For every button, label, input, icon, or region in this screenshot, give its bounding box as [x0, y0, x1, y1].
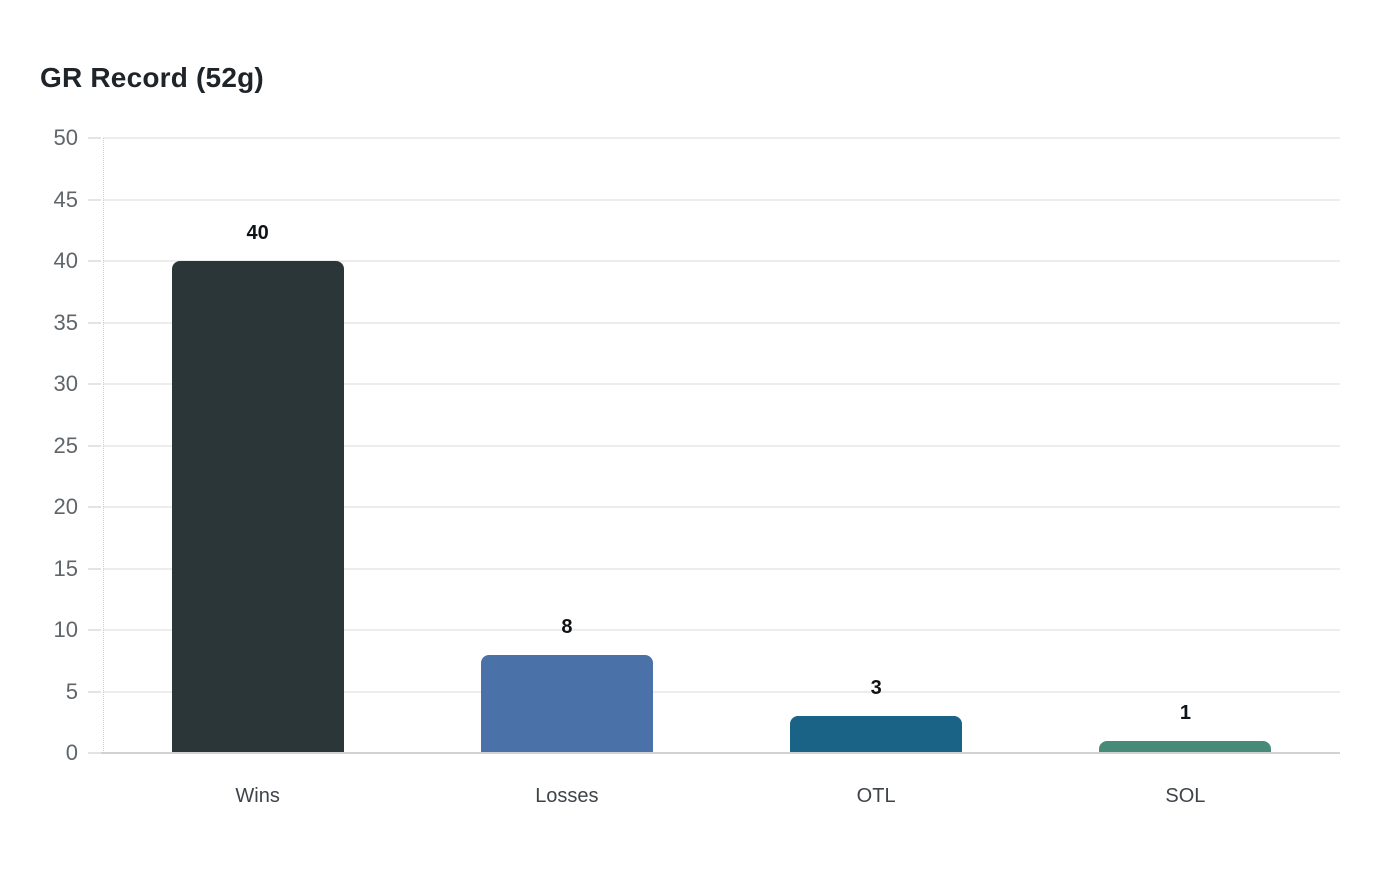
- y-axis-label: 10: [53, 617, 78, 642]
- bar-sol: [1099, 740, 1272, 752]
- y-axis-label: 25: [53, 432, 78, 458]
- x-axis-category-label: Wins: [235, 785, 280, 807]
- y-axis-label: 15: [53, 555, 78, 581]
- bar-wins: [171, 261, 344, 752]
- y-axis-dotted-line: [103, 138, 104, 753]
- x-axis-category-label: SOL: [1165, 785, 1206, 807]
- bar-otl: [790, 716, 963, 752]
- y-axis-tick: [88, 506, 101, 508]
- gridline: [103, 321, 1340, 324]
- gridline: [103, 383, 1340, 385]
- gridline: [103, 690, 1340, 693]
- bar-value-label: 40: [246, 222, 269, 244]
- y-axis-tick: [88, 383, 101, 385]
- y-axis-label: 35: [53, 309, 78, 335]
- y-axis-label: 30: [53, 371, 78, 396]
- y-axis-tick: [88, 629, 101, 631]
- y-axis-tick: [88, 690, 101, 693]
- y-axis-tick: [88, 198, 101, 201]
- gridline: [103, 629, 1340, 631]
- gridline: [103, 137, 1340, 139]
- x-axis-category-label: Losses: [535, 785, 599, 807]
- y-axis-tick: [88, 752, 101, 754]
- y-axis-label: 50: [53, 125, 78, 150]
- gridline: [103, 567, 1340, 570]
- y-axis-label: 20: [53, 494, 78, 519]
- y-axis-tick: [88, 567, 101, 570]
- y-axis-tick: [88, 137, 101, 139]
- y-axis-label: 0: [65, 740, 78, 765]
- y-axis-label: 40: [53, 248, 78, 273]
- y-axis-label: 5: [65, 678, 78, 704]
- y-axis-tick: [88, 260, 101, 262]
- y-axis-tick: [88, 444, 101, 447]
- y-axis-tick: [88, 321, 101, 324]
- gridline: [103, 198, 1340, 201]
- bar-value-label: 8: [561, 615, 573, 638]
- bar-losses: [480, 654, 653, 752]
- gridline: [103, 260, 1340, 262]
- bar-value-label: 1: [1179, 701, 1191, 724]
- bar-value-label: 3: [870, 677, 882, 700]
- x-axis-baseline: [88, 752, 1340, 754]
- gridline: [103, 506, 1340, 508]
- gridline: [103, 444, 1340, 447]
- x-axis-category-label: OTL: [856, 785, 896, 807]
- chart-title: GR Record (52g): [40, 62, 264, 93]
- y-axis-label: 45: [53, 186, 78, 212]
